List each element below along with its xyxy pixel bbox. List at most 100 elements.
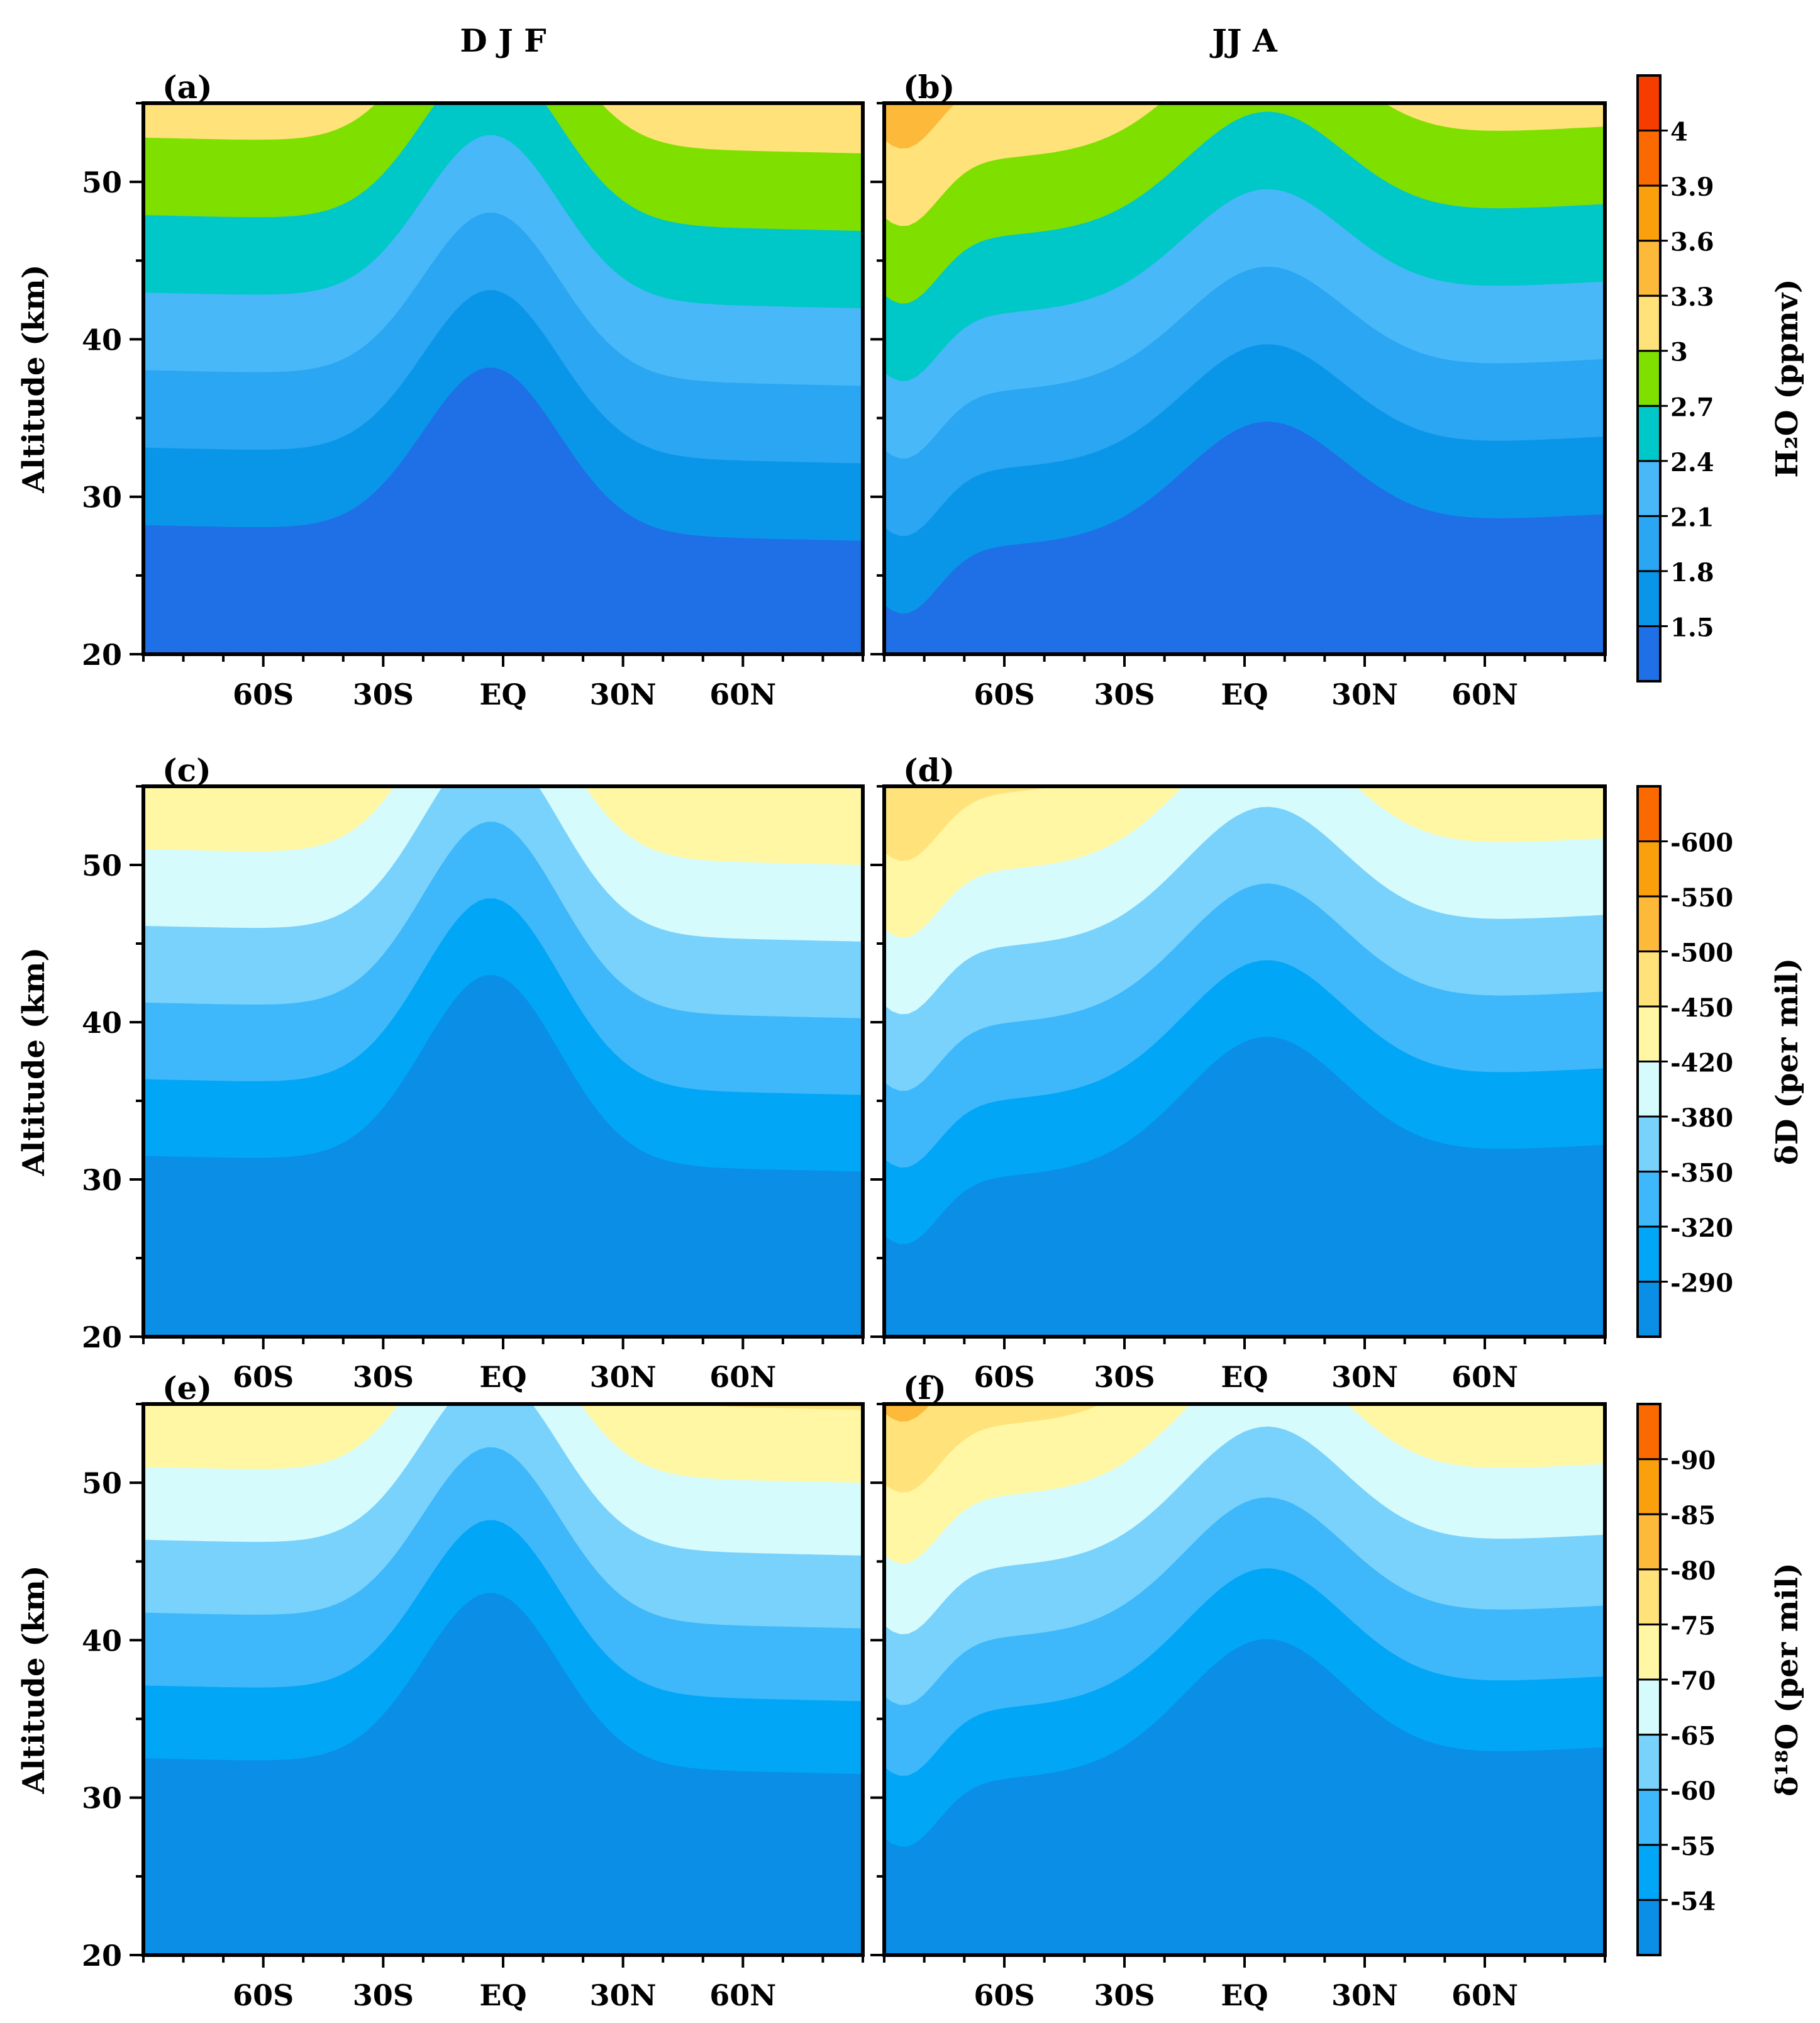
colorbar-tick-label: 2.4	[1670, 448, 1714, 477]
colorbar-tick-label: -380	[1670, 1103, 1733, 1133]
panel-c	[143, 786, 863, 1337]
colorbar-tick-label: -80	[1670, 1556, 1716, 1586]
y-tick-label: 40	[82, 1624, 122, 1658]
colorbar-swatch	[1636, 1623, 1662, 1681]
y-tick-label: 30	[82, 1781, 122, 1815]
x-tick-label: EQ	[1221, 1360, 1268, 1394]
panel-label: (c)	[162, 752, 211, 789]
colorbar-swatch	[1636, 570, 1662, 627]
colorbar-label: H₂O (ppmv)	[1770, 279, 1805, 477]
x-tick-label: 30S	[1094, 1360, 1155, 1394]
panel-label: (f)	[903, 1369, 946, 1407]
colorbar-tick-label: 3.3	[1670, 282, 1714, 312]
panel-label: (e)	[162, 1369, 212, 1407]
x-tick-label: EQ	[1221, 677, 1268, 711]
colorbar-swatch	[1636, 1513, 1662, 1571]
x-tick-label: 60N	[709, 1360, 776, 1394]
x-tick-label: 60S	[974, 677, 1035, 711]
panel-b	[884, 103, 1605, 654]
y-axis-label: Altitude (km)	[16, 264, 52, 493]
y-tick-label: 50	[82, 165, 122, 199]
band-fill-5	[884, 103, 1605, 304]
colorbar-tick-label: 2.7	[1670, 393, 1714, 422]
x-tick-label: 30S	[353, 677, 414, 711]
colorbar-tick-label: -54	[1670, 1886, 1716, 1916]
x-tick-label: 30S	[1094, 677, 1155, 711]
y-tick-label: 40	[82, 1006, 122, 1040]
colorbar-swatch	[1636, 294, 1662, 352]
y-tick-label: 30	[82, 1163, 122, 1197]
x-tick-label: 30N	[1331, 677, 1398, 711]
x-tick-label: 30N	[590, 1978, 657, 2012]
colorbar-swatch	[1636, 74, 1662, 132]
colorbar-tick-label: -350	[1670, 1159, 1733, 1188]
colorbar-swatch	[1636, 184, 1662, 242]
panel-label: (d)	[903, 752, 955, 789]
colorbar-swatch	[1636, 1678, 1662, 1736]
colorbar-tick-label: -550	[1670, 883, 1733, 913]
colorbar-tick-label: -500	[1670, 939, 1733, 968]
colorbar-frame	[1636, 74, 1662, 683]
band-fill-5	[884, 786, 1605, 938]
x-tick-label: EQ	[479, 677, 526, 711]
colorbar-swatch	[1636, 1061, 1662, 1118]
colorbar-swatch	[1636, 1568, 1662, 1625]
panel-d	[884, 786, 1605, 1337]
colorbar-swatch	[1636, 240, 1662, 297]
colorbar-tick-label: 3.9	[1670, 172, 1714, 202]
x-tick-label: 60N	[1451, 1360, 1518, 1394]
x-tick-label: 60S	[974, 1360, 1035, 1394]
band-fill-6	[884, 786, 1057, 861]
colorbar-tick-label: -70	[1670, 1666, 1716, 1696]
chart-root: D J F JJ A (a) 60S 30S EQ 30N 60N 20 30 40 50 Altitu…	[16, 22, 1805, 2012]
x-tick-label: EQ	[1221, 1978, 1268, 2012]
y-tick-label: 20	[82, 1320, 122, 1354]
colorbar-swatch	[1636, 785, 1662, 842]
x-tick-label: 30N	[1331, 1978, 1398, 2012]
column-title-2: JJ A	[1209, 22, 1278, 59]
x-tick-label: 30S	[353, 1978, 414, 2012]
x-tick-label: 30S	[353, 1360, 414, 1394]
band-fill-6	[884, 1404, 1102, 1493]
y-tick-label: 50	[82, 1466, 122, 1500]
band-fill-6	[143, 103, 863, 153]
x-tick-label: 60N	[709, 1978, 776, 2012]
colorbar-tick-label: -320	[1670, 1213, 1733, 1243]
x-tick-label: 30N	[590, 1360, 657, 1394]
y-tick-label: 20	[82, 1939, 122, 1973]
colorbar-swatch	[1636, 1788, 1662, 1846]
colorbar-swatch	[1636, 1005, 1662, 1062]
colorbar-tick-label: -90	[1670, 1446, 1716, 1476]
y-tick-label: 50	[82, 849, 122, 883]
x-tick-label: 60S	[974, 1978, 1035, 2012]
colorbar-tick-label: -75	[1670, 1611, 1716, 1641]
colorbar-swatch	[1636, 1898, 1662, 1956]
x-tick-label: 60S	[233, 1360, 294, 1394]
colorbar-tick-label: -55	[1670, 1832, 1716, 1861]
y-tick-label: 40	[82, 323, 122, 357]
colorbar-tick-label: -290	[1670, 1269, 1733, 1298]
colorbar-label: δ¹⁸O (per mil)	[1770, 1563, 1805, 1796]
band-fill-5	[143, 786, 863, 865]
x-tick-label: 60S	[233, 1978, 294, 2012]
colorbar-swatch	[1636, 1403, 1662, 1461]
colorbar-swatch	[1636, 1458, 1662, 1515]
colorbar-tick-label: 4	[1670, 118, 1688, 147]
colorbar-swatch	[1636, 895, 1662, 952]
colorbar-tick-label: -65	[1670, 1722, 1716, 1751]
colorbar-tick-label: -60	[1670, 1776, 1716, 1806]
colorbar-tick-label: -600	[1670, 828, 1733, 858]
x-tick-label: 60N	[1451, 677, 1518, 711]
band-fill-5	[143, 1404, 863, 1483]
x-tick-label: EQ	[479, 1978, 526, 2012]
panel-label: (a)	[162, 69, 213, 106]
band-fill-7	[884, 103, 956, 149]
panel-e	[143, 1404, 863, 1955]
colorbar-swatch	[1636, 1844, 1662, 1901]
colorbar-label: δD (per mil)	[1770, 958, 1805, 1165]
colorbar-tick-label: 1.8	[1670, 558, 1714, 588]
colorbar-swatch	[1636, 460, 1662, 517]
panel-f	[884, 1404, 1605, 1955]
y-axis-label: Altitude (km)	[16, 947, 52, 1176]
